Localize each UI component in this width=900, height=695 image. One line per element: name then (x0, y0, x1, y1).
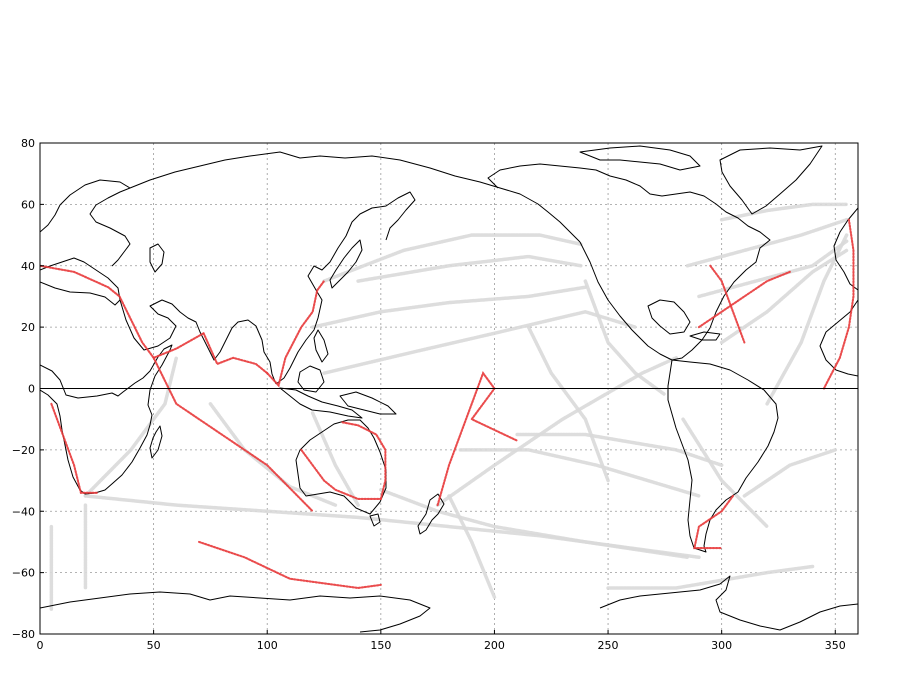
y-tick-label: 60 (21, 198, 35, 211)
background-track (458, 448, 701, 498)
x-tick-label: 300 (711, 639, 732, 652)
background-track (606, 564, 815, 590)
x-tick-label: 150 (370, 639, 391, 652)
asia-north-coastline (129, 151, 581, 243)
y-axis-ticks: 80 60 40 20 0 −20 −40 −60 −80 (12, 137, 44, 641)
coastlines (40, 145, 858, 633)
x-axis-ticks: 0 50 100 150 200 250 300 350 (37, 630, 846, 652)
x-tick-label: 200 (484, 639, 505, 652)
background-tracks (49, 202, 849, 612)
europe-coastline (40, 179, 131, 267)
highlight-track (40, 264, 121, 298)
background-track (681, 417, 769, 529)
y-tick-label: −40 (12, 505, 35, 518)
background-track (322, 233, 583, 283)
africa-coastline (40, 344, 173, 495)
background-track (583, 279, 667, 397)
background-track (526, 325, 610, 483)
background-track (208, 402, 338, 507)
background-track (719, 202, 849, 222)
x-tick-label: 350 (825, 639, 846, 652)
x-tick-label: 50 (147, 639, 161, 652)
y-tick-label: 80 (21, 137, 35, 150)
x-tick-label: 250 (598, 639, 619, 652)
highlight-track (50, 402, 98, 494)
borneo-coastline (297, 365, 325, 393)
x-tick-label: 100 (257, 639, 278, 652)
highlight-track (693, 494, 735, 550)
philippines-coastline (313, 329, 329, 363)
highlight-track (202, 332, 269, 375)
x-tick-label: 0 (37, 639, 44, 652)
madagascar-coastline (149, 425, 163, 459)
highlight-track (822, 218, 855, 390)
asia-south-coastline (119, 299, 277, 385)
indonesia-coastline (279, 387, 363, 419)
y-tick-label: −60 (12, 567, 35, 580)
background-track (379, 488, 690, 560)
highlight-track (198, 540, 382, 590)
y-tick-label: −80 (12, 628, 35, 641)
japan-coastline (329, 239, 363, 289)
background-track (435, 356, 678, 507)
highlight-track (341, 421, 387, 501)
y-tick-label: 20 (21, 321, 35, 334)
caspian-coastline (149, 243, 165, 273)
antarctica-east-coastline (599, 575, 858, 631)
africa-west-coastline (819, 299, 858, 377)
highlight-track (697, 270, 791, 329)
y-tick-label: 0 (28, 383, 35, 396)
y-tick-label: −20 (12, 444, 35, 457)
background-track (719, 248, 849, 345)
antarctica-coastline (40, 591, 431, 633)
china-coastline (275, 191, 416, 385)
background-track (310, 411, 360, 507)
tasmania-coastline (369, 513, 381, 527)
highlight-track (709, 264, 746, 344)
background-track (83, 356, 179, 498)
background-track (742, 448, 838, 498)
new-guinea-coastline (339, 391, 397, 415)
highlight-track (300, 448, 382, 501)
y-tick-label: 40 (21, 260, 35, 273)
caribbean-coastline (689, 331, 721, 341)
background-track (322, 309, 638, 375)
north-america-coastline (487, 163, 771, 361)
highlight-track (266, 280, 326, 388)
background-track (356, 254, 583, 283)
greenland-coastline (719, 145, 823, 215)
new-zealand-coastline (417, 493, 445, 535)
arctic-islands-coastline (579, 145, 701, 171)
background-track (310, 285, 588, 329)
europe-west-coastline (833, 207, 858, 291)
background-track (685, 217, 849, 268)
background-track (447, 494, 497, 599)
background-track (515, 432, 724, 467)
gulf-coastline (647, 299, 691, 335)
mediterranean-coastline (40, 257, 121, 306)
